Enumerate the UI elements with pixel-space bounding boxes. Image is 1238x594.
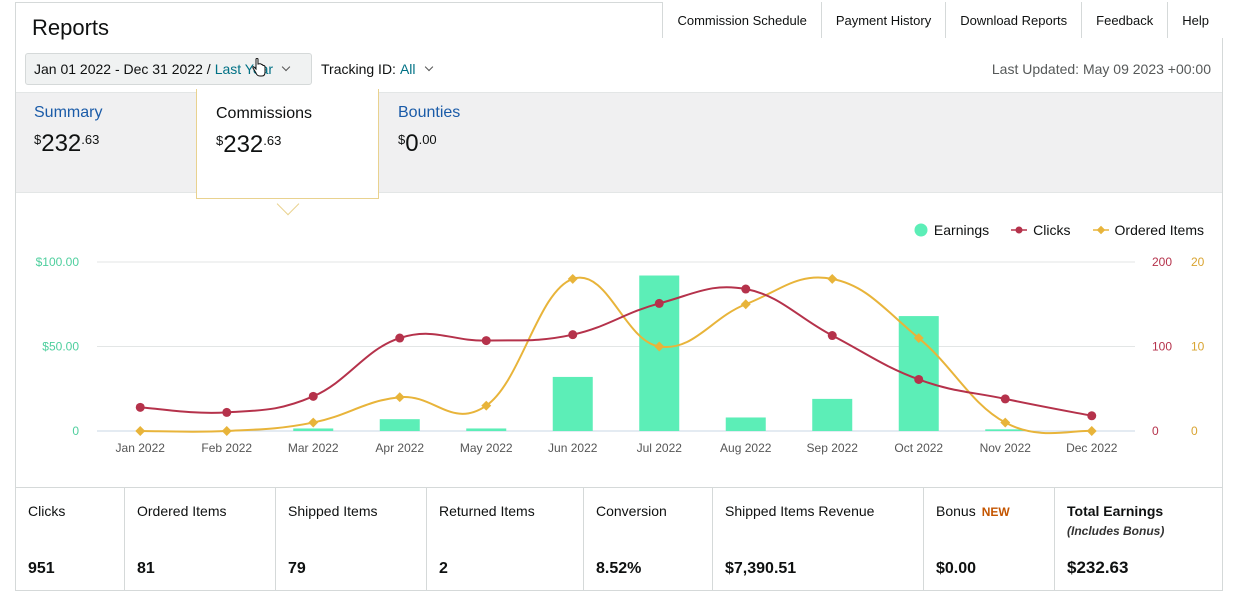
stat-conversion-value: 8.52% [596,560,642,577]
stat-returned-items-value: 2 [439,560,448,577]
stat-total-earnings-sub: (Includes Bonus) [1067,524,1165,538]
stat-returned-items-label: Returned Items [439,503,535,519]
stat-shipped-items: Shipped Items 79 [276,488,427,590]
legend-ordered-items-swatch [1092,225,1109,235]
legend-clicks-label: Clicks [1033,222,1071,238]
last-updated: Last Updated: May 09 2023 +00:00 [991,61,1211,77]
stat-bonus: Bonus NEW $0.00 [924,488,1055,590]
stat-total-earnings-label: Total Earnings [1067,503,1164,519]
tab-summary[interactable]: Summary $232.63 [34,104,102,158]
chevron-down-icon [281,62,291,72]
help-button[interactable]: Help [1168,2,1223,38]
legend-ordered-items-label: Ordered Items [1114,222,1204,238]
date-range-text: Jan 01 2022 - Dec 31 2022 / [34,61,211,77]
tracking-id-select[interactable]: Tracking ID: All [321,61,433,77]
stat-total-earnings: Total Earnings (Includes Bonus) $232.63 [1055,488,1222,590]
stat-returned-items: Returned Items 2 [427,488,584,590]
tab-commissions-label: Commissions [216,105,313,122]
tab-summary-amount: $232.63 [34,130,100,157]
top-nav: Commission Schedule Payment History Down… [662,2,1223,38]
legend-clicks-swatch [1011,226,1028,234]
stat-conversion-label: Conversion [596,503,667,519]
tab-summary-label: Summary [34,104,103,121]
legend-earnings-label: Earnings [933,222,990,238]
stat-shipped-revenue: Shipped Items Revenue $7,390.51 [713,488,924,590]
legend-ordered-items[interactable]: Ordered Items [1092,222,1204,238]
stat-shipped-revenue-label: Shipped Items Revenue [725,503,875,519]
stat-bonus-label-row: Bonus NEW [936,503,1054,519]
stat-bonus-label: Bonus [936,503,976,519]
tab-bounties-amount: $0.00 [398,130,437,157]
chevron-down-icon [424,62,433,72]
stat-ordered-items-label: Ordered Items [137,503,227,519]
payment-history-button[interactable]: Payment History [821,2,947,38]
stats-row: Clicks 951 Ordered Items 81 Shipped Item… [16,487,1222,590]
stat-shipped-revenue-value: $7,390.51 [725,560,797,577]
tab-commissions-amount: $232.63 [216,131,282,158]
stat-bonus-value: $0.00 [936,560,977,577]
new-badge: NEW [981,505,1010,519]
tracking-id-value: All [399,61,416,77]
feedback-button[interactable]: Feedback [1082,2,1169,38]
stat-shipped-items-value: 79 [288,560,306,577]
stat-ordered-items: Ordered Items 81 [125,488,276,590]
tab-bounties[interactable]: Bounties $0.00 [398,104,460,158]
stat-total-earnings-value: $232.63 [1067,558,1129,577]
stat-ordered-items-value: 81 [137,560,155,577]
tab-commissions[interactable]: Commissions $232.63 [196,89,379,199]
hand-cursor-icon [252,58,266,77]
stat-conversion: Conversion 8.52% [584,488,713,590]
download-reports-button[interactable]: Download Reports [946,2,1083,38]
date-range-select[interactable]: Jan 01 2022 - Dec 31 2022 / Last Year [25,53,312,85]
stat-shipped-items-label: Shipped Items [288,503,378,519]
legend-clicks[interactable]: Clicks [1011,222,1071,238]
legend-earnings[interactable]: Earnings [914,222,989,238]
stat-clicks-value: 951 [28,560,55,577]
chart-legend: Earnings Clicks Ordered Items [892,222,1204,238]
commission-schedule-button[interactable]: Commission Schedule [663,2,822,38]
tracking-id-label: Tracking ID: [321,61,396,77]
legend-earnings-swatch [914,223,928,237]
stat-clicks-label: Clicks [28,503,66,519]
stat-clicks: Clicks 951 [16,488,125,590]
page-title: Reports [32,15,110,40]
tab-bounties-label: Bounties [398,104,461,121]
